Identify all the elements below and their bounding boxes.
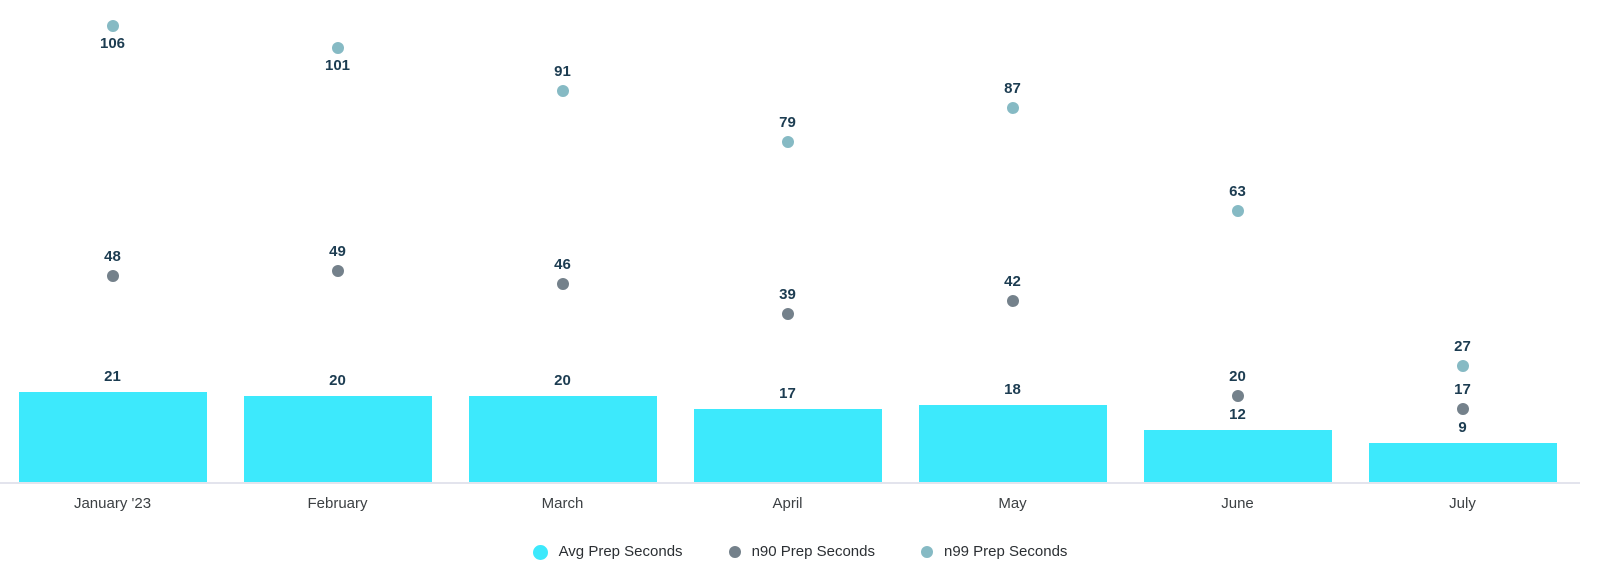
n99-prep-seconds-point-june[interactable] [1231,205,1244,218]
bar-march[interactable] [468,396,657,482]
bar-value-label-june: 12 [1229,406,1246,424]
n90-prep-seconds-value-label-june: 20 [1229,368,1246,385]
bar-value-label-march: 20 [554,372,571,389]
n90-prep-seconds-point-february[interactable] [331,265,344,278]
legend: Avg Prep Seconds n90 Prep Seconds n99 Pr… [0,542,1600,562]
x-axis-label-april: April [772,495,803,512]
n99-prep-seconds-point-may[interactable] [1006,101,1019,114]
bar-value-label-may: 18 [1004,380,1021,398]
bar-january-23[interactable] [18,391,207,482]
bar-value-label-april: 17 [779,384,796,402]
n99-prep-seconds-point-march[interactable] [556,84,569,97]
n90-prep-seconds-point-april[interactable] [781,308,794,321]
legend-item-avg-prep-seconds[interactable]: Avg Prep Seconds [532,542,683,562]
n90-prep-seconds-value-label-april: 39 [779,286,796,304]
n99-prep-seconds-value-label-june: 63 [1229,183,1246,201]
bar-value-label-january-23: 21 [104,367,121,385]
n90-prep-seconds-point-january-23[interactable] [106,269,119,282]
x-axis-line [0,482,1580,484]
n99-prep-seconds-value-label-may: 87 [1004,79,1021,97]
bar-april[interactable] [693,408,882,482]
n90-prep-seconds-value-label-july: 17 [1454,380,1471,398]
x-axis-label-february: February [307,495,368,512]
n99-prep-seconds-marker-icon [920,546,933,558]
n99-prep-seconds-value-label-february: 101 [324,56,351,74]
n90-prep-seconds-value-label-january-23: 48 [104,247,121,265]
n99-prep-seconds-value-label-april: 79 [779,114,796,132]
n99-prep-seconds-value-label-march: 91 [554,62,571,80]
n90-prep-seconds-point-may[interactable] [1006,295,1019,308]
legend-label: n90 Prep Seconds [751,543,875,560]
legend-item-n99-prep-seconds[interactable]: n99 Prep Seconds [920,542,1068,562]
n99-prep-seconds-point-july[interactable] [1456,359,1469,372]
x-axis-label-january-23: January '23 [73,495,152,512]
legend-item-n90-prep-seconds[interactable]: n90 Prep Seconds [728,542,875,562]
bar-february[interactable] [243,396,432,482]
n99-prep-seconds-point-april[interactable] [781,136,794,149]
legend-label: Avg Prep Seconds [558,543,683,560]
n90-prep-seconds-point-june[interactable] [1231,390,1244,402]
n90-prep-seconds-marker-icon [728,546,741,558]
bar-june[interactable] [1143,430,1332,482]
x-axis-label-june: June [1221,495,1254,512]
n90-prep-seconds-point-march[interactable] [556,278,569,291]
n90-prep-seconds-value-label-february: 49 [329,243,346,261]
x-axis-label-may: May [998,495,1027,512]
n90-prep-seconds-value-label-march: 46 [554,256,571,274]
bar-value-label-july: 9 [1458,419,1467,437]
avg-prep-seconds-marker-icon [532,544,548,560]
n99-prep-seconds-value-label-january-23: 106 [99,35,126,53]
x-axis-label-march: March [541,495,584,512]
n99-prep-seconds-point-february[interactable] [331,41,344,54]
bar-may[interactable] [918,404,1107,482]
n90-prep-seconds-value-label-may: 42 [1004,273,1021,291]
plot-area: 21 48 106 20 49 101 20 46 91 17 39 79 18 42 87 12 20 63 9 1… [18,20,1557,482]
n99-prep-seconds-point-january-23[interactable] [106,20,119,33]
bar-july[interactable] [1368,443,1557,482]
legend-label: n99 Prep Seconds [943,543,1068,560]
x-axis-label-july: July [1449,495,1476,512]
n99-prep-seconds-value-label-july: 27 [1454,337,1471,355]
n90-prep-seconds-point-july[interactable] [1456,402,1469,415]
bar-value-label-february: 20 [329,372,346,389]
